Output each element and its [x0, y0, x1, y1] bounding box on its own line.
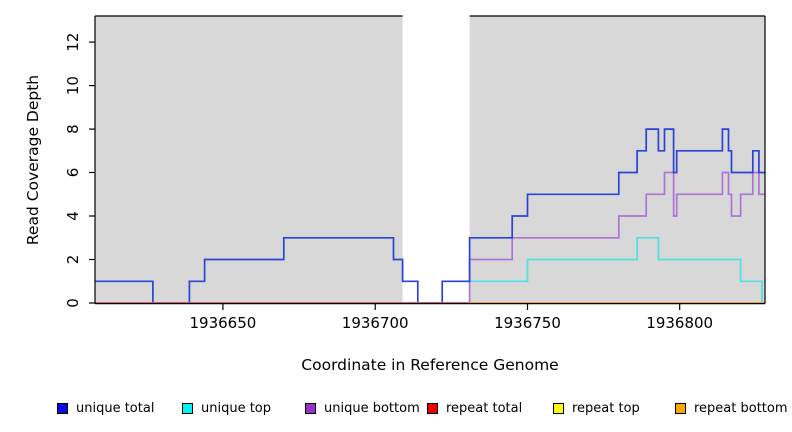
x-tick-label: 1936750	[494, 314, 561, 332]
legend-swatch-unique-top	[182, 402, 193, 414]
series-unique-top-line	[469, 236, 765, 304]
legend-label: unique top	[201, 400, 272, 416]
y-tick-label: 10	[64, 76, 82, 95]
highlight-band	[402, 16, 470, 303]
x-tick-label: 1936800	[646, 314, 713, 332]
legend-swatch-unique-bottom	[305, 402, 316, 414]
y-axis-title: Read Coverage Depth	[24, 74, 42, 246]
legend-label: unique bottom	[324, 400, 420, 416]
y-tick-label: 8	[64, 124, 82, 134]
legend-swatch-unique-total	[57, 402, 68, 414]
y-tick-label: 2	[64, 255, 82, 265]
legend-item-unique-top: unique top	[182, 399, 271, 417]
legend-swatch-repeat-top	[553, 402, 564, 414]
y-tick-label: 4	[64, 211, 82, 221]
legend-label: unique total	[76, 400, 155, 416]
legend-item-repeat-total: repeat total	[427, 399, 522, 417]
x-axis-title: Coordinate in Reference Genome	[301, 356, 559, 374]
legend-item-repeat-bottom: repeat bottom	[675, 399, 788, 417]
legend-item-unique-bottom: unique bottom	[305, 399, 420, 417]
legend-label: repeat bottom	[694, 400, 788, 416]
series-unique-bottom-line	[95, 171, 765, 304]
coverage-plot: 1936650 1936700 1936750 1936800 0 2 4 6 8 10 12	[64, 15, 766, 332]
x-tick-label: 1936650	[189, 314, 256, 332]
y-tick-label: 6	[64, 168, 82, 178]
legend-item-repeat-top: repeat top	[553, 399, 640, 417]
y-tick-label: 12	[64, 33, 82, 52]
legend-label: repeat total	[446, 400, 523, 416]
legend-swatch-repeat-total	[427, 402, 438, 414]
legend-swatch-repeat-bottom	[675, 402, 686, 414]
legend: unique total unique top unique bottom repea…	[0, 399, 792, 419]
y-tick-label: 0	[64, 298, 82, 308]
legend-item-unique-total: unique total	[57, 399, 154, 417]
legend-label: repeat top	[572, 400, 640, 416]
x-tick-label: 1936700	[342, 314, 409, 332]
series-unique-total-line	[95, 128, 765, 304]
